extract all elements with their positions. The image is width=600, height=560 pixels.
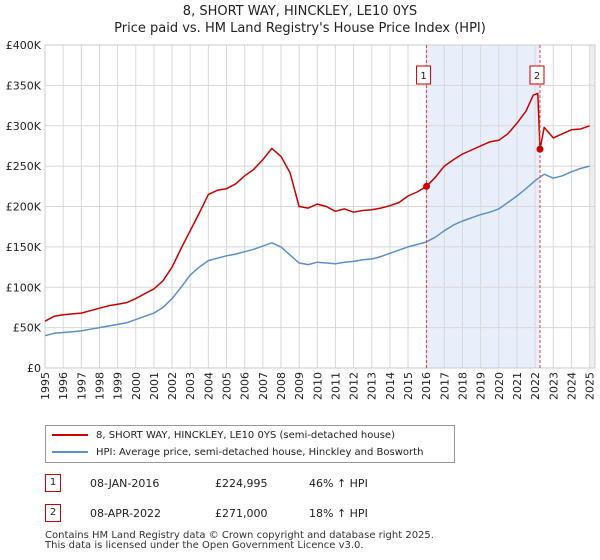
x-tick-label: 1999 (112, 372, 125, 400)
sale-point (536, 145, 544, 153)
x-tick-label: 2025 (584, 372, 597, 400)
x-tick-label: 1996 (57, 372, 70, 400)
property-series-line (44, 92, 590, 322)
x-tick-label: 2021 (511, 372, 524, 400)
x-tick-label: 2018 (456, 372, 469, 400)
transaction-marker-badge: 2 (45, 504, 61, 522)
plot-frame (44, 44, 596, 369)
x-tick-label: 1995 (39, 372, 52, 400)
x-tick-label: 2011 (329, 372, 342, 400)
y-tick-label: £350K (6, 79, 42, 92)
x-tick-label: 2006 (239, 372, 252, 400)
legend-swatch-property (52, 434, 88, 436)
x-tick-label: 2002 (166, 372, 179, 400)
x-tick-label: 2010 (311, 372, 324, 400)
chart-subtitle: Price paid vs. HM Land Registry's House … (114, 21, 486, 36)
transaction-hpi-change: 46% ↑ HPI (309, 477, 368, 490)
hpi-series-line (44, 165, 590, 337)
y-tick-label: £250K (6, 160, 42, 173)
sale-label-text: 1 (420, 71, 426, 82)
x-tick-label: 2024 (565, 372, 578, 400)
y-tick-label: £150K (6, 241, 42, 254)
sale-label-text: 2 (534, 71, 540, 82)
x-tick-label: 2012 (348, 372, 361, 400)
transaction-price: £224,995 (215, 477, 268, 490)
x-tick-label: 2015 (402, 372, 415, 400)
transaction-date: 08-APR-2022 (90, 507, 162, 520)
y-tick-label: £100K (6, 281, 42, 294)
transaction-row: 1 08-JAN-2016 £224,995 46% ↑ HPI (45, 474, 465, 494)
x-tick-label: 2005 (221, 372, 234, 400)
sale-label-box (529, 65, 545, 85)
x-tick-label: 2016 (420, 372, 433, 400)
legend-label-property: 8, SHORT WAY, HINCKLEY, LE10 0YS (semi-d… (96, 430, 395, 441)
x-tick-label: 2019 (475, 372, 488, 400)
footer-attribution: Contains HM Land Registry data © Crown c… (45, 531, 434, 551)
legend-item-hpi: HPI: Average price, semi-detached house,… (52, 445, 423, 461)
y-tick-label: £50K (13, 322, 42, 335)
x-tick-label: 2000 (130, 372, 143, 400)
y-tick-label: £400K (6, 39, 42, 52)
sale-point (423, 182, 431, 190)
y-tick-label: £200K (6, 201, 42, 214)
transaction-date: 08-JAN-2016 (90, 477, 160, 490)
x-tick-label: 2022 (529, 372, 542, 400)
x-tick-label: 2007 (257, 372, 270, 400)
x-tick-label: 2013 (366, 372, 379, 400)
legend-item-property: 8, SHORT WAY, HINCKLEY, LE10 0YS (semi-d… (52, 428, 395, 444)
x-tick-label: 2014 (384, 372, 397, 400)
x-tick-label: 2008 (275, 372, 288, 400)
x-tick-label: 1997 (75, 372, 88, 400)
x-tick-label: 2023 (547, 372, 560, 400)
x-tick-label: 2001 (148, 372, 161, 400)
footer-line-1: Contains HM Land Registry data © Crown c… (45, 530, 434, 541)
price-chart: £0 £50K £100K £150K £200K £250K £300K £350K £400… (6, 39, 597, 400)
transaction-marker-badge: 1 (45, 474, 61, 492)
y-tick-label: £300K (6, 120, 42, 133)
x-tick-label: 2009 (293, 372, 306, 400)
x-tick-label: 2020 (493, 372, 506, 400)
footer-line-2: This data is licensed under the Open Gov… (45, 540, 364, 551)
transaction-hpi-change: 18% ↑ HPI (309, 507, 368, 520)
x-tick-label: 2004 (202, 372, 215, 400)
x-tick-label: 2003 (184, 372, 197, 400)
transaction-price: £271,000 (215, 507, 268, 520)
chart-title: 8, SHORT WAY, HINCKLEY, LE10 0YS (182, 4, 418, 19)
transaction-row: 2 08-APR-2022 £271,000 18% ↑ HPI (45, 504, 465, 524)
x-tick-label: 2017 (438, 372, 451, 400)
sale-label-box (416, 65, 432, 85)
x-tick-label: 1998 (93, 372, 106, 400)
legend-swatch-hpi (52, 451, 88, 453)
legend-label-hpi: HPI: Average price, semi-detached house,… (96, 447, 424, 458)
y-tick-label: £0 (27, 362, 41, 375)
chart-legend: 8, SHORT WAY, HINCKLEY, LE10 0YS (semi-d… (45, 425, 455, 463)
